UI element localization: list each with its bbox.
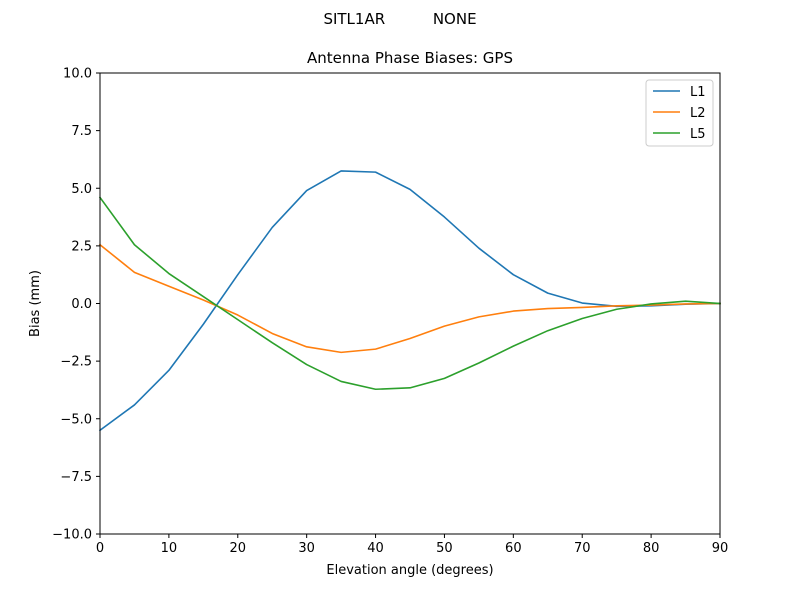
y-tick-label: 2.5	[71, 239, 92, 254]
y-tick-label: −2.5	[60, 355, 92, 370]
x-tick-label: 30	[298, 541, 315, 556]
series-line-l5	[98, 196, 721, 391]
x-tick-label: 80	[643, 541, 660, 556]
legend-label-l2: L2	[690, 106, 706, 121]
y-axis-label: Bias (mm)	[28, 270, 43, 337]
series-layer	[98, 170, 721, 432]
x-tick-label: 10	[161, 541, 178, 556]
y-tick-label: −7.5	[60, 470, 92, 485]
x-axis-label: Elevation angle (degrees)	[326, 563, 493, 578]
legend-label-l5: L5	[690, 127, 706, 142]
x-tick-label: 60	[505, 541, 522, 556]
y-tick-label: 10.0	[63, 67, 92, 82]
x-tick-label: 90	[712, 541, 729, 556]
y-tick-label: −5.0	[60, 412, 92, 427]
x-tick-label: 0	[96, 541, 104, 556]
chart-title: Antenna Phase Biases: GPS	[307, 49, 513, 67]
suptitle-right: NONE	[432, 10, 477, 28]
figure-suptitle: SITL1AR NONE	[0, 10, 800, 28]
y-tick-label: 5.0	[71, 182, 92, 197]
x-tick-label: 70	[574, 541, 591, 556]
x-tick-label: 20	[230, 541, 247, 556]
legend-box	[645, 79, 714, 147]
suptitle-left: SITL1AR	[323, 10, 386, 28]
y-tick-label: −10.0	[52, 528, 92, 543]
y-tick-label: 0.0	[71, 297, 92, 312]
series-line-l2	[98, 243, 721, 354]
legend: L1 L2 L5	[645, 79, 714, 147]
series-line-l1	[98, 170, 721, 432]
legend-label-l1: L1	[690, 85, 706, 100]
plot-frame	[99, 72, 721, 535]
axes-layer: 0 10 20 30 40 50 60 70 80 90 −10.0 −7.5 −5.0 −2.5 0.0 2…	[52, 67, 728, 557]
x-tick-label: 50	[436, 541, 453, 556]
x-tick-label: 40	[367, 541, 384, 556]
y-tick-label: 7.5	[71, 124, 92, 139]
